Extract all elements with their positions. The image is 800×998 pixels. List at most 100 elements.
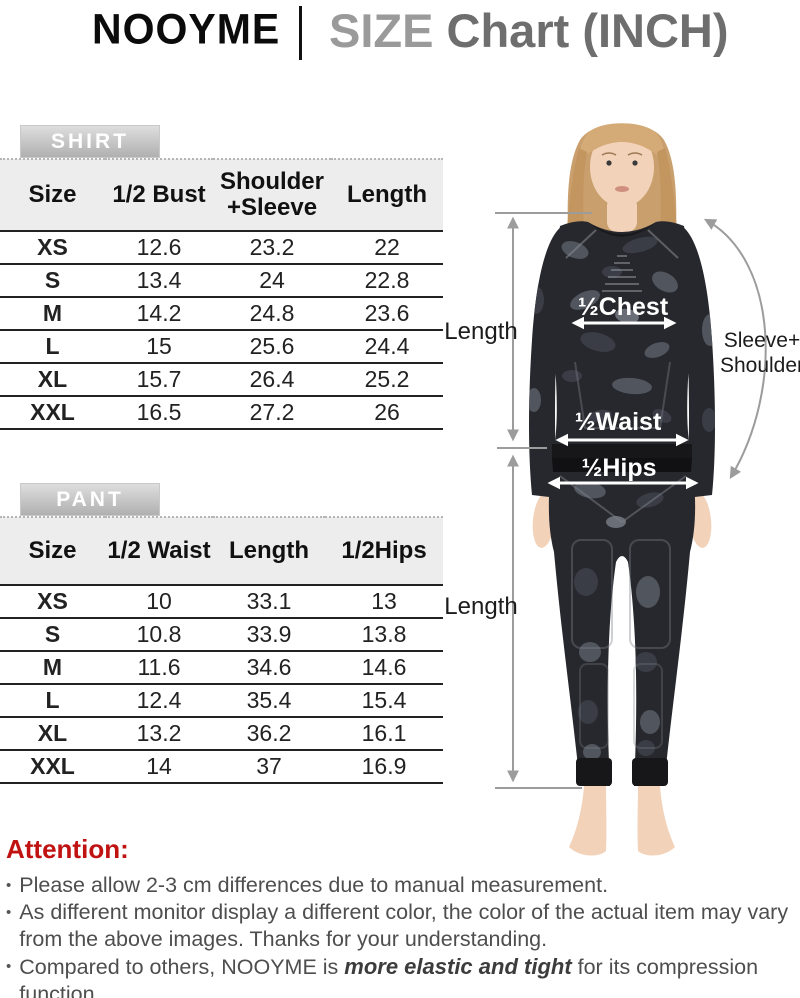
waist-label: ½Waist (575, 408, 662, 436)
sleeve-shoulder-curve-arrow (703, 218, 767, 480)
table-row: XXL 14 37 16.9 (0, 749, 443, 784)
raglan-seam-right (647, 229, 679, 259)
shirt-col-length: Length (331, 158, 443, 231)
size-cell: XXL (0, 395, 105, 430)
value-cell: 25.2 (331, 362, 443, 396)
value-cell: 26 (331, 395, 443, 430)
shirt-hem-band (552, 444, 692, 458)
lips (615, 186, 629, 192)
value-cell: 34.6 (213, 650, 325, 684)
value-cell: 24 (213, 263, 331, 297)
table-row: XL 15.7 26.4 25.2 (0, 362, 443, 396)
hair-fringe (579, 123, 665, 162)
list-item: Compared to others, NOOYME is more elast… (6, 953, 798, 998)
right-cuff (632, 758, 668, 786)
value-cell: 10 (105, 584, 213, 618)
left-thigh-panel (571, 539, 613, 649)
thermal-set (529, 221, 715, 786)
size-cell: L (0, 329, 105, 363)
bullet-text-emphasis: more elastic and tight (344, 954, 572, 979)
left-shin-panel (579, 663, 609, 749)
bullet-text: Compared to others, NOOYME is more elast… (19, 953, 798, 998)
pant-col-length: Length (213, 516, 325, 585)
size-cell: L (0, 683, 105, 717)
pant-tab: PANT (20, 483, 160, 516)
value-cell: 11.6 (105, 650, 213, 684)
value-cell: 23.2 (213, 230, 331, 264)
title-size-text: SIZE (329, 4, 434, 57)
title-chart-text: Chart (INCH) (433, 4, 729, 57)
pant-size-table: Size 1/2 Waist Length 1/2Hips XS 10 33.1 13… (0, 516, 443, 784)
list-item: Please allow 2-3 cm differences due to m… (6, 872, 798, 899)
pant-waistband (552, 458, 692, 472)
shirt-col-bust: 1/2 Bust (105, 158, 213, 231)
bullet-text: Please allow 2-3 cm differences due to m… (19, 873, 609, 897)
value-cell: 16.1 (325, 716, 443, 750)
hip-seam (559, 475, 687, 524)
table-row: L 12.4 35.4 15.4 (0, 683, 443, 717)
chest-label: ½Chest (578, 293, 669, 321)
table-row: L 15 25.6 24.4 (0, 329, 443, 363)
collar (588, 222, 656, 237)
value-cell: 22 (331, 230, 443, 264)
value-cell: 13.2 (105, 716, 213, 750)
chest-chevron (602, 255, 642, 292)
value-cell: 14 (105, 749, 213, 784)
sleeve-shoulder-label-line1: Sleeve+ (724, 329, 800, 352)
shirt-col-size: Size (0, 158, 105, 231)
value-cell: 36.2 (213, 716, 325, 750)
left-foot (569, 786, 607, 856)
value-cell: 13 (325, 584, 443, 618)
shirt-tab: SHIRT (20, 125, 160, 158)
value-cell: 14.6 (325, 650, 443, 684)
value-cell: 15.4 (325, 683, 443, 717)
value-cell: 35.4 (213, 683, 325, 717)
value-cell: 16.5 (105, 395, 213, 430)
header-divider (299, 6, 302, 60)
sleeve-shoulder-label-line2: Shoulder (720, 354, 800, 377)
size-cell: M (0, 296, 105, 330)
value-cell: 13.4 (105, 263, 213, 297)
page-title: SIZE Chart (INCH) (329, 0, 729, 62)
table-row: S 13.4 24 22.8 (0, 263, 443, 297)
pant-length-label: Length (444, 593, 517, 620)
value-cell: 14.2 (105, 296, 213, 330)
size-cell: XXL (0, 749, 105, 784)
table-row: XL 13.2 36.2 16.1 (0, 716, 443, 750)
table-row: M 11.6 34.6 14.6 (0, 650, 443, 684)
shirt-header-row: Size 1/2 Bust Shoulder +Sleeve Length (0, 158, 443, 231)
value-cell: 16.9 (325, 749, 443, 784)
table-row: M 14.2 24.8 23.6 (0, 296, 443, 330)
value-cell: 23.6 (331, 296, 443, 330)
left-eye (606, 160, 612, 166)
pant-col-waist: 1/2 Waist (105, 516, 213, 585)
right-foot (637, 786, 675, 856)
waist-seam (574, 361, 671, 429)
hips-label: ½Hips (581, 454, 656, 482)
value-cell: 27.2 (213, 395, 331, 430)
value-cell: 25.6 (213, 329, 331, 363)
left-cuff (576, 758, 612, 786)
value-cell: 10.8 (105, 617, 213, 651)
value-cell: 12.6 (105, 230, 213, 264)
size-cell: S (0, 263, 105, 297)
list-item: As different monitor display a different… (6, 899, 798, 953)
value-cell: 24.4 (331, 329, 443, 363)
value-cell: 15.7 (105, 362, 213, 396)
value-cell: 15 (105, 329, 213, 363)
value-cell: 13.8 (325, 617, 443, 651)
table-row: XS 10 33.1 13 (0, 584, 443, 618)
value-cell: 22.8 (331, 263, 443, 297)
model-illustration (529, 123, 715, 856)
table-row: XXL 16.5 27.2 26 (0, 395, 443, 430)
size-cell: XS (0, 584, 105, 618)
pant-header-row: Size 1/2 Waist Length 1/2Hips (0, 516, 443, 585)
size-cell: S (0, 617, 105, 651)
brand-logo: NOOYME (92, 4, 281, 54)
right-brow (627, 152, 643, 156)
value-cell: 24.8 (213, 296, 331, 330)
pant-col-size: Size (0, 516, 105, 585)
right-thigh-panel (629, 539, 671, 649)
measurement-annotations: Length ½Chest ½Waist ½Hips Sleeve+ Shoul… (444, 212, 800, 789)
